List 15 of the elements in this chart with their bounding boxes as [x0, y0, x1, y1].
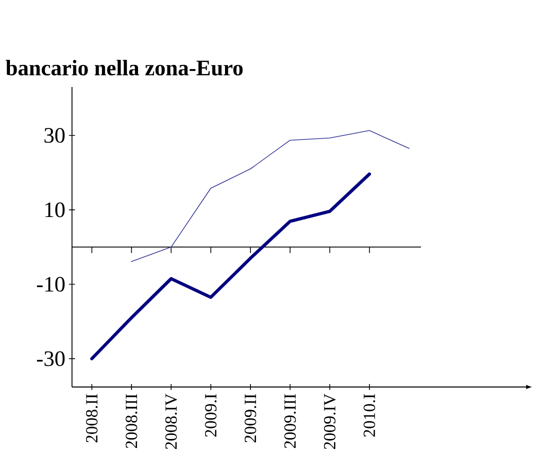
y-tick-label: -10 — [36, 276, 65, 292]
y-tick-label: 30 — [44, 128, 65, 143]
x-tick-label: 2008.IV — [165, 394, 177, 449]
x-tick-label: 2009.I — [205, 394, 217, 437]
line-series — [90, 172, 372, 360]
x-tick-label: 2008.II — [86, 394, 98, 442]
line-series — [131, 130, 410, 262]
x-tick-label: 2008.III — [126, 394, 138, 448]
y-tick-label: -30 — [36, 351, 65, 366]
y-tick-label: 10 — [45, 202, 65, 218]
x-tick-label: 2009.II — [244, 394, 256, 442]
x-tick-label: 2009.III — [284, 394, 296, 448]
x-tick-label: 2009.IV — [324, 394, 336, 449]
chart-title: bancario nella zona-Euro — [6, 60, 243, 76]
x-tick-label: 2010.I — [364, 394, 376, 437]
